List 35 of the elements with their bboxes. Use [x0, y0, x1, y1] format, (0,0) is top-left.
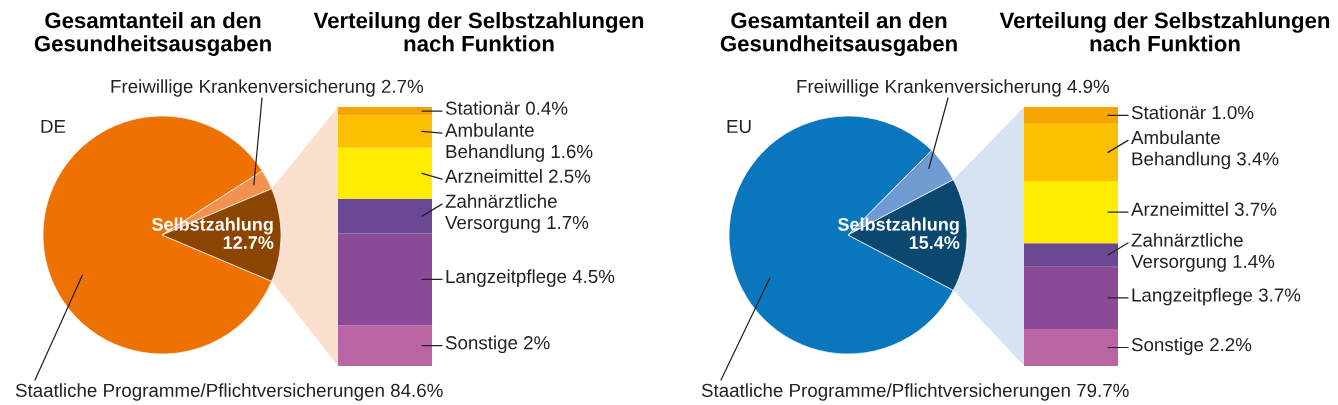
text: Verteilung der Selbstzahlungen nach Funktion [999, 12, 1330, 52]
data-label: 15.4% [909, 236, 960, 249]
data-label: Ambulante Behandlung 1.6% [445, 123, 593, 162]
data-label: 12.7% [223, 236, 274, 249]
text: EU [727, 119, 751, 134]
data-label: Sonstige 2% [445, 335, 550, 354]
bar [1024, 329, 1118, 366]
data-label: Langzeitpflege 4.5% [446, 269, 615, 287]
bar [1024, 181, 1118, 244]
slice-label: Freiwillige Krankenversicherung 2.7% [111, 79, 424, 97]
slice-label: Staatliche Programme/Pflichtversicherungen 79.7% [701, 383, 1129, 401]
chart-title: Gesamtanteil an den Gesundheitsausgaben [720, 12, 957, 56]
data-label: Langzeitpflege 3.7% [1132, 287, 1301, 306]
data-label: Zahnärztliche Versorgung 1.4% [1131, 233, 1275, 272]
bar [1024, 123, 1118, 181]
bar [338, 107, 432, 116]
bar [338, 147, 432, 199]
data-label: Zahnärztliche Versorgung 1.7% [445, 194, 589, 233]
data-label: Stationär 1.0% [1131, 105, 1254, 120]
text: DE [41, 119, 66, 133]
bar [338, 325, 432, 366]
chart-title: Gesamtanteil an den Gesundheitsausgaben [34, 12, 271, 56]
bar [1024, 266, 1118, 329]
bar [338, 115, 432, 148]
bar [1024, 107, 1118, 124]
data-label: Ambulante Behandlung 3.4% [1131, 130, 1279, 170]
text: Verteilung der Selbstzahlungen nach Funktion [313, 12, 644, 52]
data-label: Sonstige 2.2% [1131, 337, 1252, 355]
data-label: Stationär 0.4% [445, 101, 568, 115]
data-label: Arzneimittel 3.7% [1131, 202, 1277, 216]
slice-label: Freiwillige Krankenversicherung 4.9% [797, 79, 1110, 97]
bar [338, 198, 432, 234]
bar [1024, 243, 1118, 267]
data-label: Arzneimittel 2.5% [445, 169, 591, 183]
slice-label: Staatliche Programme/Pflichtversicherungen 84.6% [15, 383, 443, 401]
